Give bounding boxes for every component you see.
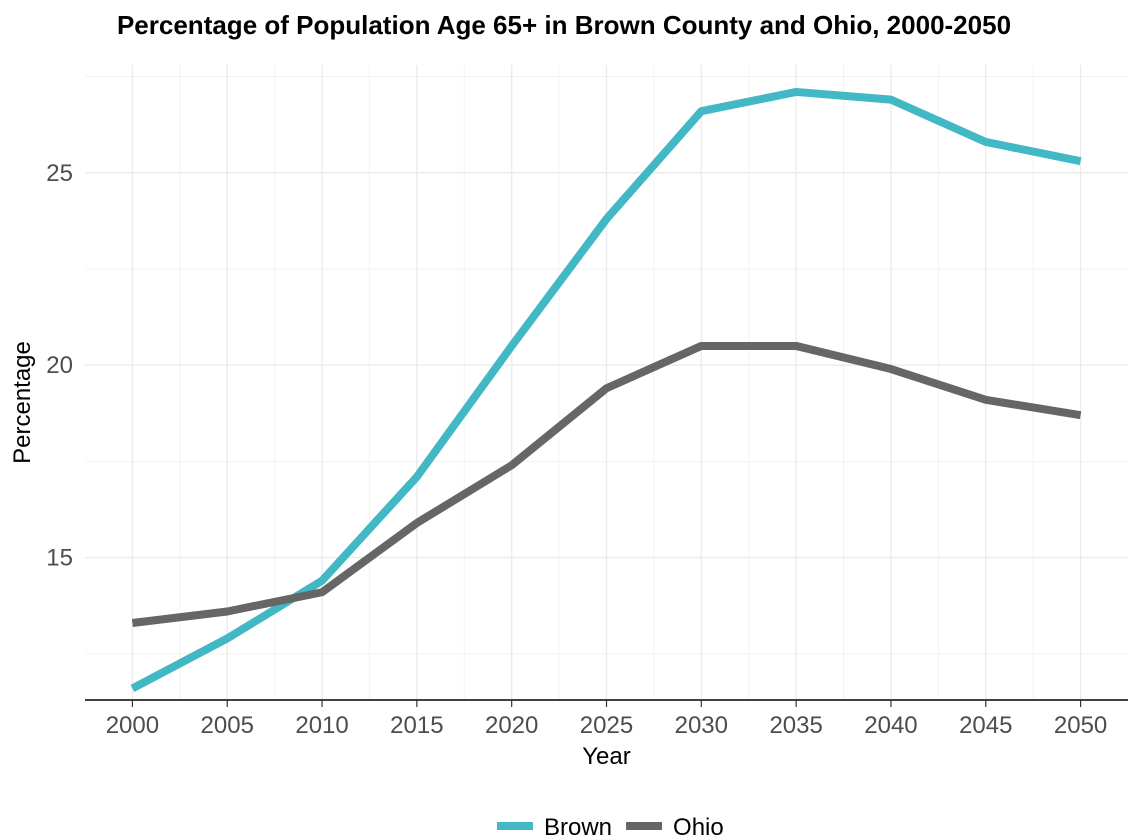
x-tick-label: 2035: [769, 712, 822, 739]
x-tick-label: 2020: [485, 712, 538, 739]
x-tick-label: 2000: [106, 712, 159, 739]
x-tick-label: 2040: [864, 712, 917, 739]
x-tick-label: 2005: [201, 712, 254, 739]
x-tick-label: 2025: [580, 712, 633, 739]
y-axis-title: Percentage: [9, 341, 36, 464]
y-tick-label: 25: [46, 160, 73, 187]
y-tick-label: 15: [46, 545, 73, 572]
x-tick-label: 2050: [1054, 712, 1107, 739]
legend-label-ohio: Ohio: [673, 814, 724, 840]
y-tick-label: 20: [46, 352, 73, 379]
legend-label-brown: Brown: [544, 814, 612, 840]
x-tick-label: 2015: [390, 712, 443, 739]
x-axis-ticks: 2000 2005 2010 2015 2020 2025 2030 2035 2040 2045…: [106, 700, 1107, 739]
series-line-ohio: [131, 341, 1082, 628]
grid-major: [85, 65, 1128, 700]
x-tick-label: 2010: [295, 712, 348, 739]
legend: Brown Ohio: [497, 814, 724, 840]
x-tick-label: 2045: [959, 712, 1012, 739]
x-tick-label: 2030: [675, 712, 728, 739]
series-layer: [130, 87, 1082, 692]
y-axis-ticks: 15 20 25: [46, 160, 73, 572]
chart-title: Percentage of Population Age 65+ in Brow…: [116, 10, 1012, 40]
x-axis-title: Year: [582, 743, 631, 770]
